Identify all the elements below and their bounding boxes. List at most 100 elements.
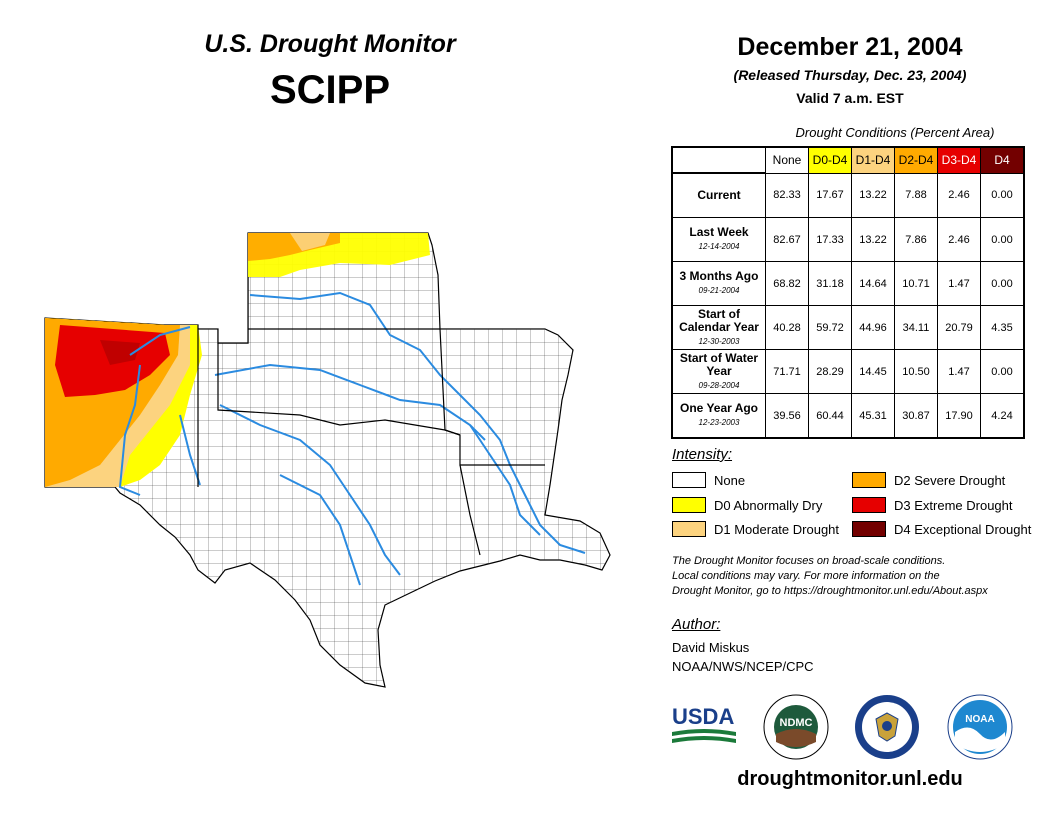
- col-header: D0-D4: [808, 146, 852, 174]
- legend-swatch: [672, 521, 706, 537]
- table-cell: 1.47: [937, 349, 981, 394]
- usda-logo-text: USDA: [672, 704, 734, 729]
- legend-swatch: [852, 497, 886, 513]
- table-cell: 68.82: [765, 261, 809, 306]
- legend-label: D2 Severe Drought: [894, 472, 1006, 488]
- legend-item-none: None: [672, 472, 745, 488]
- col-header: D2-D4: [894, 146, 938, 174]
- legend-swatch: [672, 497, 706, 513]
- region-title: SCIPP: [269, 68, 391, 112]
- table-cell: 40.28: [765, 305, 809, 350]
- d3-core-nm: [100, 340, 140, 365]
- ndmc-logo-text: NDMC: [780, 717, 813, 729]
- col-header: None: [765, 146, 809, 174]
- row-date: 09-21-2004: [698, 286, 740, 295]
- valid-time: Valid 7 a.m. EST: [796, 90, 904, 106]
- table-row: Start of Water Year 09-28-2004 71.71 28.29 1…: [671, 349, 1025, 394]
- table-cell: 59.72: [808, 305, 852, 350]
- river-pecos: [179, 414, 201, 486]
- row-label: 3 Months Ago 09-21-2004: [671, 261, 766, 306]
- author-block: David Miskus NOAA/NWS/NCEP/CPC: [672, 638, 814, 676]
- table-cell: 71.71: [765, 349, 809, 394]
- drought-stats-table: None D0-D4 D1-D4 D2-D4 D3-D4 D4 Current 8…: [671, 146, 1025, 439]
- table-cell: 13.22: [851, 217, 895, 262]
- col-header: D1-D4: [851, 146, 895, 174]
- border-co: [217, 277, 249, 344]
- table-cell: 0.00: [980, 349, 1025, 394]
- table-header-row: None D0-D4 D1-D4 D2-D4 D3-D4 D4: [672, 146, 1025, 174]
- table-cell: 10.71: [894, 261, 938, 306]
- note-line: The Drought Monitor focuses on broad-sca…: [672, 555, 946, 567]
- table-caption: Drought Conditions (Percent Area): [795, 125, 995, 140]
- row-label: Current: [671, 172, 766, 218]
- note-line: Drought Monitor, go to https://droughtmo…: [672, 585, 988, 597]
- table-cell: 82.33: [765, 172, 809, 218]
- table-cell: 7.88: [894, 172, 938, 218]
- table-cell: 20.79: [937, 305, 981, 350]
- usda-swoosh: [672, 736, 736, 743]
- table-cell: 45.31: [851, 393, 895, 439]
- row-date: 09-28-2004: [698, 380, 740, 390]
- legend-label: D3 Extreme Drought: [894, 497, 1013, 513]
- table-cell: 4.35: [980, 305, 1025, 350]
- table-cell: 44.96: [851, 305, 895, 350]
- drought-note: The Drought Monitor focuses on broad-sca…: [672, 554, 1052, 599]
- table-cell: 17.67: [808, 172, 852, 218]
- noaa-logo-text: NOAA: [965, 714, 994, 725]
- table-cell: 2.46: [937, 217, 981, 262]
- table-cell: 14.64: [851, 261, 895, 306]
- map-date: December 21, 2004: [737, 33, 963, 61]
- table-cell: 82.67: [765, 217, 809, 262]
- row-date: 12-14-2004: [698, 242, 740, 251]
- release-date: (Released Thursday, Dec. 23, 2004): [733, 67, 967, 83]
- legend-label: D0 Abnormally Dry: [714, 497, 823, 513]
- legend-label: None: [714, 472, 746, 488]
- row-label: Start of Water Year 09-28-2004: [671, 349, 766, 394]
- table-row: 3 Months Ago 09-21-2004 68.82 31.18 14.64 10.…: [671, 261, 1025, 306]
- usda-swoosh: [672, 729, 736, 736]
- author-title: Author:: [672, 616, 721, 633]
- ndmc-logo: NDMC: [763, 694, 829, 760]
- table-cell: 0.00: [980, 261, 1025, 306]
- legend-item-d2: D2 Severe Drought: [852, 472, 1005, 488]
- commerce-seal-logo: [855, 695, 919, 759]
- legend-item-d1: D1 Moderate Drought: [672, 521, 839, 537]
- river-canadian-nm: [129, 326, 191, 356]
- row-label: Last Week 12-14-2004: [671, 217, 766, 262]
- col-header: D4: [980, 146, 1025, 174]
- legend-swatch: [852, 472, 886, 488]
- row-label: One Year Ago 12-23-2003: [671, 393, 766, 439]
- river-rio-grande: [118, 364, 141, 496]
- drought-map: [44, 232, 611, 688]
- row-label-text: Last Week: [689, 225, 749, 239]
- legend-item-d3: D3 Extreme Drought: [852, 497, 1013, 513]
- table-corner: [672, 147, 766, 174]
- col-header: D3-D4: [937, 146, 981, 174]
- table-cell: 17.90: [937, 393, 981, 439]
- row-label: Start of Calendar Year 12-30-2003: [671, 305, 766, 350]
- table-cell: 39.56: [765, 393, 809, 439]
- table-cell: 7.86: [894, 217, 938, 262]
- table-cell: 28.29: [808, 349, 852, 394]
- table-cell: 1.47: [937, 261, 981, 306]
- table-cell: 2.46: [937, 172, 981, 218]
- table-cell: 60.44: [808, 393, 852, 439]
- row-label-text: 3 Months Ago: [679, 269, 759, 283]
- table-cell: 31.18: [808, 261, 852, 306]
- river-colorado-tx: [279, 474, 361, 586]
- d1-kansas: [290, 233, 330, 251]
- table-cell: 0.00: [980, 217, 1025, 262]
- drought-shading: [45, 233, 610, 687]
- table-cell: 34.11: [894, 305, 938, 350]
- border-tx-la: [459, 464, 481, 556]
- river-red: [214, 363, 486, 441]
- table-cell: 30.87: [894, 393, 938, 439]
- border-ar: [439, 328, 545, 466]
- table-cell: 4.24: [980, 393, 1025, 439]
- row-date: 12-23-2003: [698, 418, 740, 427]
- map-title: U.S. Drought Monitor: [204, 30, 456, 58]
- table-row: Start of Calendar Year 12-30-2003 40.28 59.…: [671, 305, 1025, 350]
- table-cell: 17.33: [808, 217, 852, 262]
- row-label-text: Current: [697, 188, 741, 202]
- website-link[interactable]: droughtmonitor.unl.edu: [737, 768, 963, 790]
